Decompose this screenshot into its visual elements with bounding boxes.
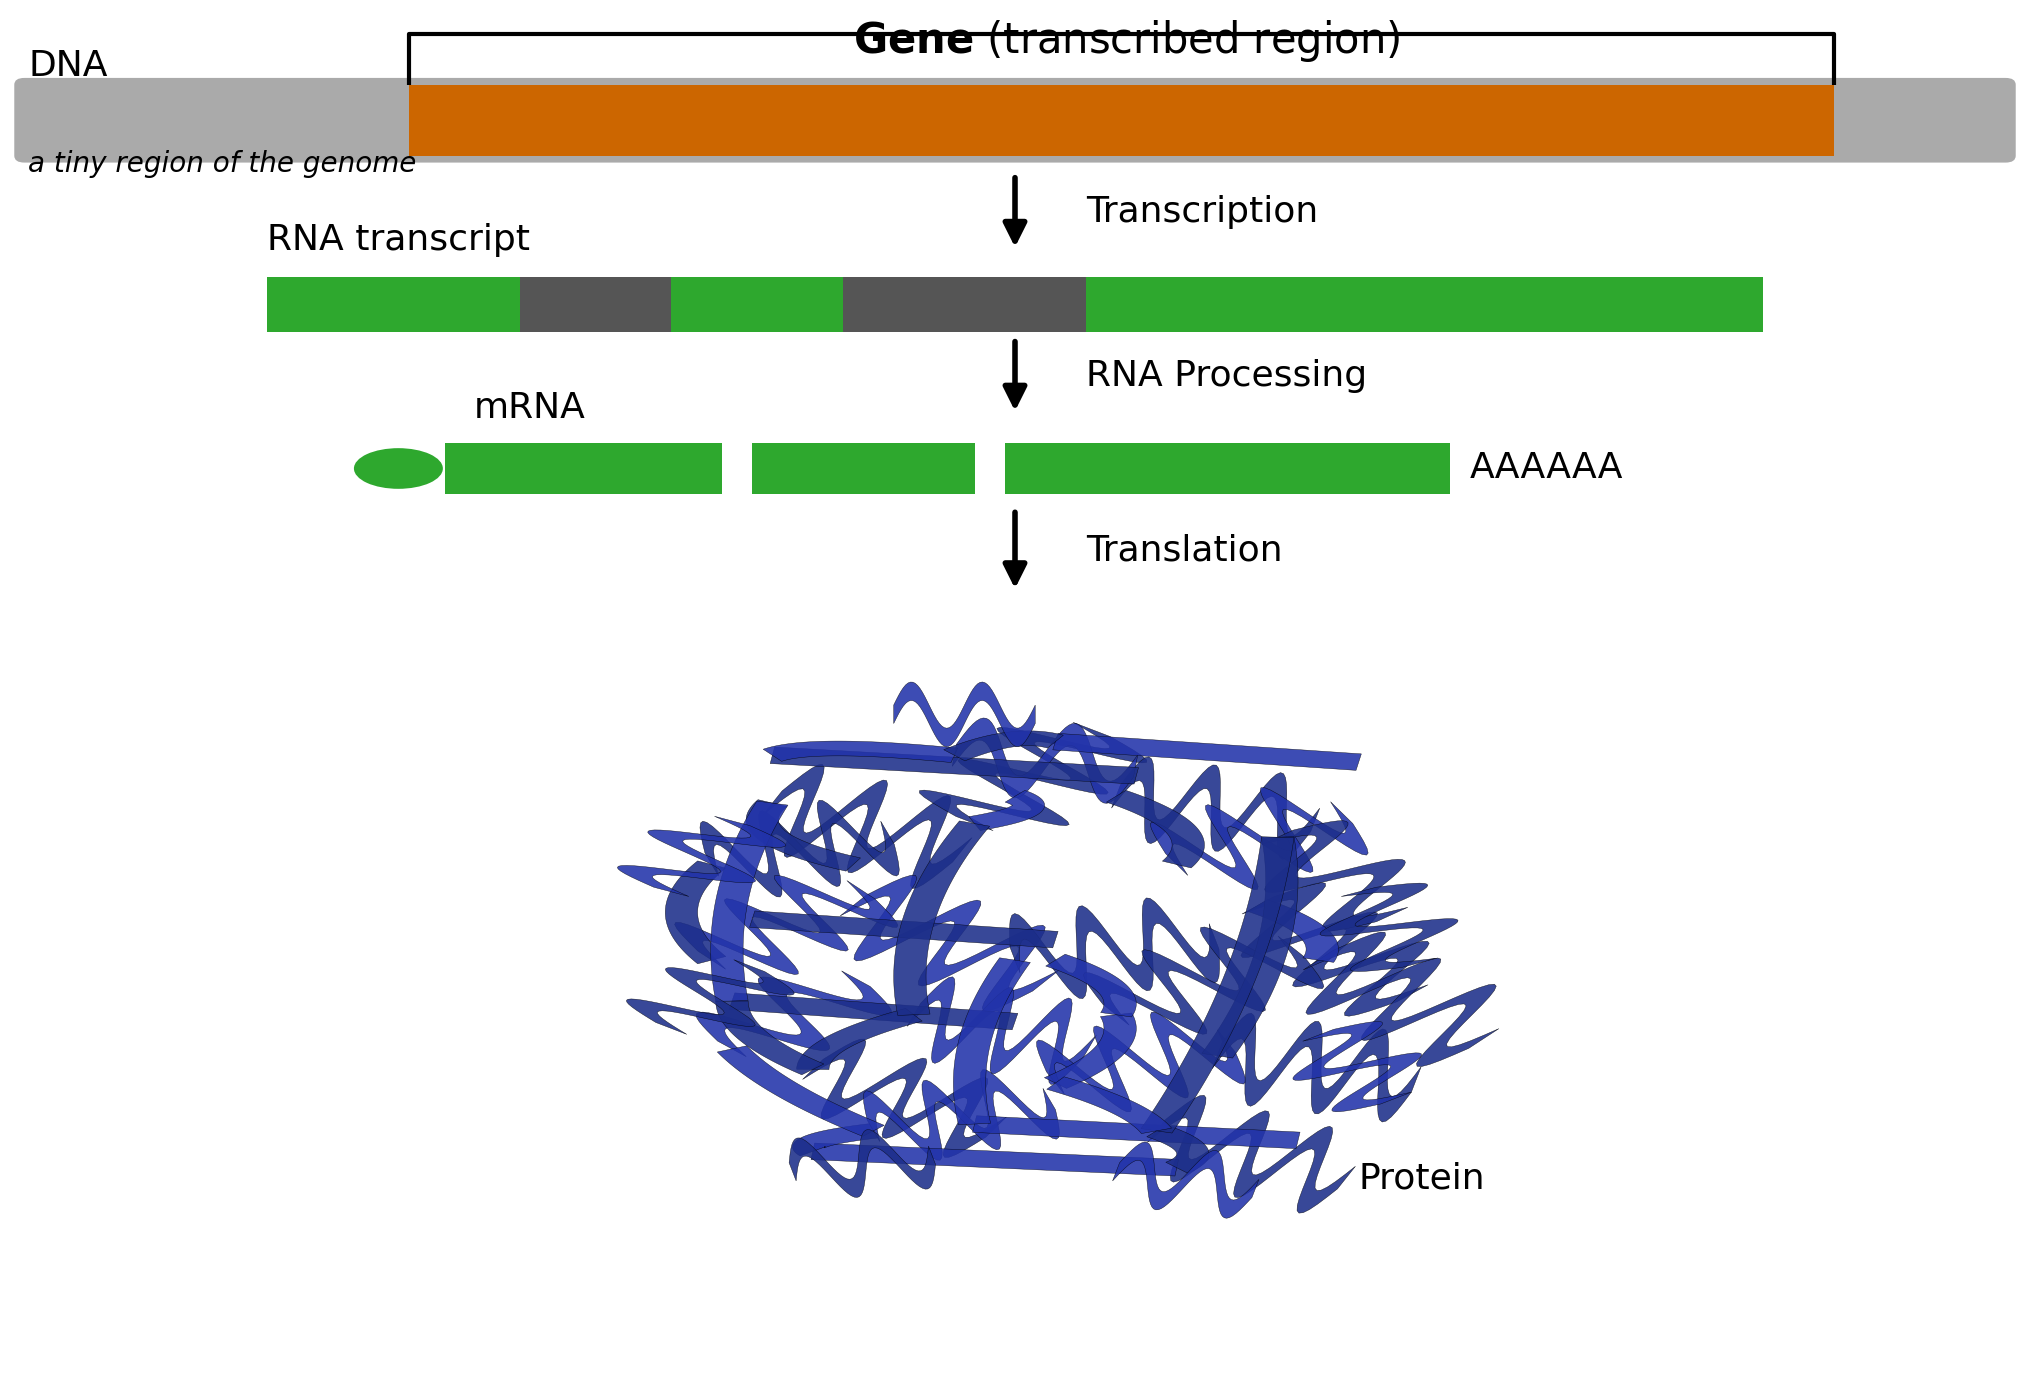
Polygon shape <box>729 993 1017 1029</box>
Polygon shape <box>796 1009 922 1069</box>
Polygon shape <box>717 1002 824 1074</box>
Text: Transcription: Transcription <box>1086 195 1317 228</box>
Polygon shape <box>952 719 1137 804</box>
Polygon shape <box>893 820 991 1015</box>
Polygon shape <box>1303 932 1498 1066</box>
Polygon shape <box>700 800 899 897</box>
Polygon shape <box>1084 927 1324 1035</box>
Polygon shape <box>749 911 1058 948</box>
Polygon shape <box>1045 954 1137 1017</box>
Polygon shape <box>1202 837 1297 1058</box>
Polygon shape <box>1112 1142 1259 1219</box>
Text: $\mathbf{Gene}$ (transcribed region): $\mathbf{Gene}$ (transcribed region) <box>853 18 1401 63</box>
Text: AAAAAA: AAAAAA <box>1470 452 1624 485</box>
Bar <box>672 278 842 333</box>
Bar <box>445 442 723 495</box>
Polygon shape <box>1147 1095 1356 1213</box>
Polygon shape <box>1320 883 1458 971</box>
Polygon shape <box>696 971 891 1057</box>
Polygon shape <box>1263 820 1409 932</box>
Polygon shape <box>840 875 1060 1011</box>
Polygon shape <box>769 747 1139 785</box>
Text: a tiny region of the genome: a tiny region of the genome <box>28 150 416 179</box>
Bar <box>1086 278 1762 333</box>
Text: Protein: Protein <box>1358 1161 1486 1195</box>
Text: RNA Processing: RNA Processing <box>1086 359 1366 393</box>
Polygon shape <box>666 861 727 963</box>
FancyBboxPatch shape <box>14 78 2016 162</box>
Polygon shape <box>674 875 897 974</box>
Polygon shape <box>790 1129 936 1198</box>
Polygon shape <box>972 1116 1299 1149</box>
Polygon shape <box>1141 837 1293 1134</box>
Polygon shape <box>802 1039 1007 1157</box>
Polygon shape <box>617 816 786 896</box>
Polygon shape <box>1054 734 1362 771</box>
Bar <box>1005 442 1449 495</box>
Polygon shape <box>812 1143 1179 1176</box>
Text: DNA: DNA <box>28 48 108 82</box>
Polygon shape <box>907 977 1096 1084</box>
Polygon shape <box>627 959 794 1035</box>
Bar <box>408 85 1833 155</box>
Polygon shape <box>1112 757 1320 859</box>
Polygon shape <box>1106 790 1204 868</box>
Text: Translation: Translation <box>1086 533 1283 567</box>
Polygon shape <box>1043 1013 1137 1088</box>
Polygon shape <box>968 790 1045 830</box>
Polygon shape <box>710 801 788 1002</box>
Ellipse shape <box>353 448 443 489</box>
Bar <box>842 278 1086 333</box>
Polygon shape <box>763 764 972 889</box>
Text: mRNA: mRNA <box>473 390 587 425</box>
Text: RNA transcript: RNA transcript <box>268 223 530 257</box>
Polygon shape <box>1248 900 1338 962</box>
Bar <box>268 278 520 333</box>
Bar <box>520 278 672 333</box>
Polygon shape <box>763 741 958 763</box>
Polygon shape <box>1293 1021 1421 1112</box>
Polygon shape <box>1212 1013 1421 1123</box>
Polygon shape <box>920 723 1147 831</box>
Polygon shape <box>1037 1013 1244 1112</box>
Polygon shape <box>1151 787 1368 889</box>
Polygon shape <box>1147 1125 1210 1173</box>
Polygon shape <box>893 682 1035 746</box>
Polygon shape <box>1240 882 1429 1017</box>
Polygon shape <box>747 800 861 871</box>
Polygon shape <box>863 1070 1060 1160</box>
Polygon shape <box>717 1046 885 1136</box>
Polygon shape <box>792 1124 877 1156</box>
Polygon shape <box>1009 899 1220 999</box>
Polygon shape <box>1047 1077 1171 1134</box>
Bar <box>753 442 974 495</box>
Polygon shape <box>944 731 1064 761</box>
Polygon shape <box>954 958 1031 1125</box>
